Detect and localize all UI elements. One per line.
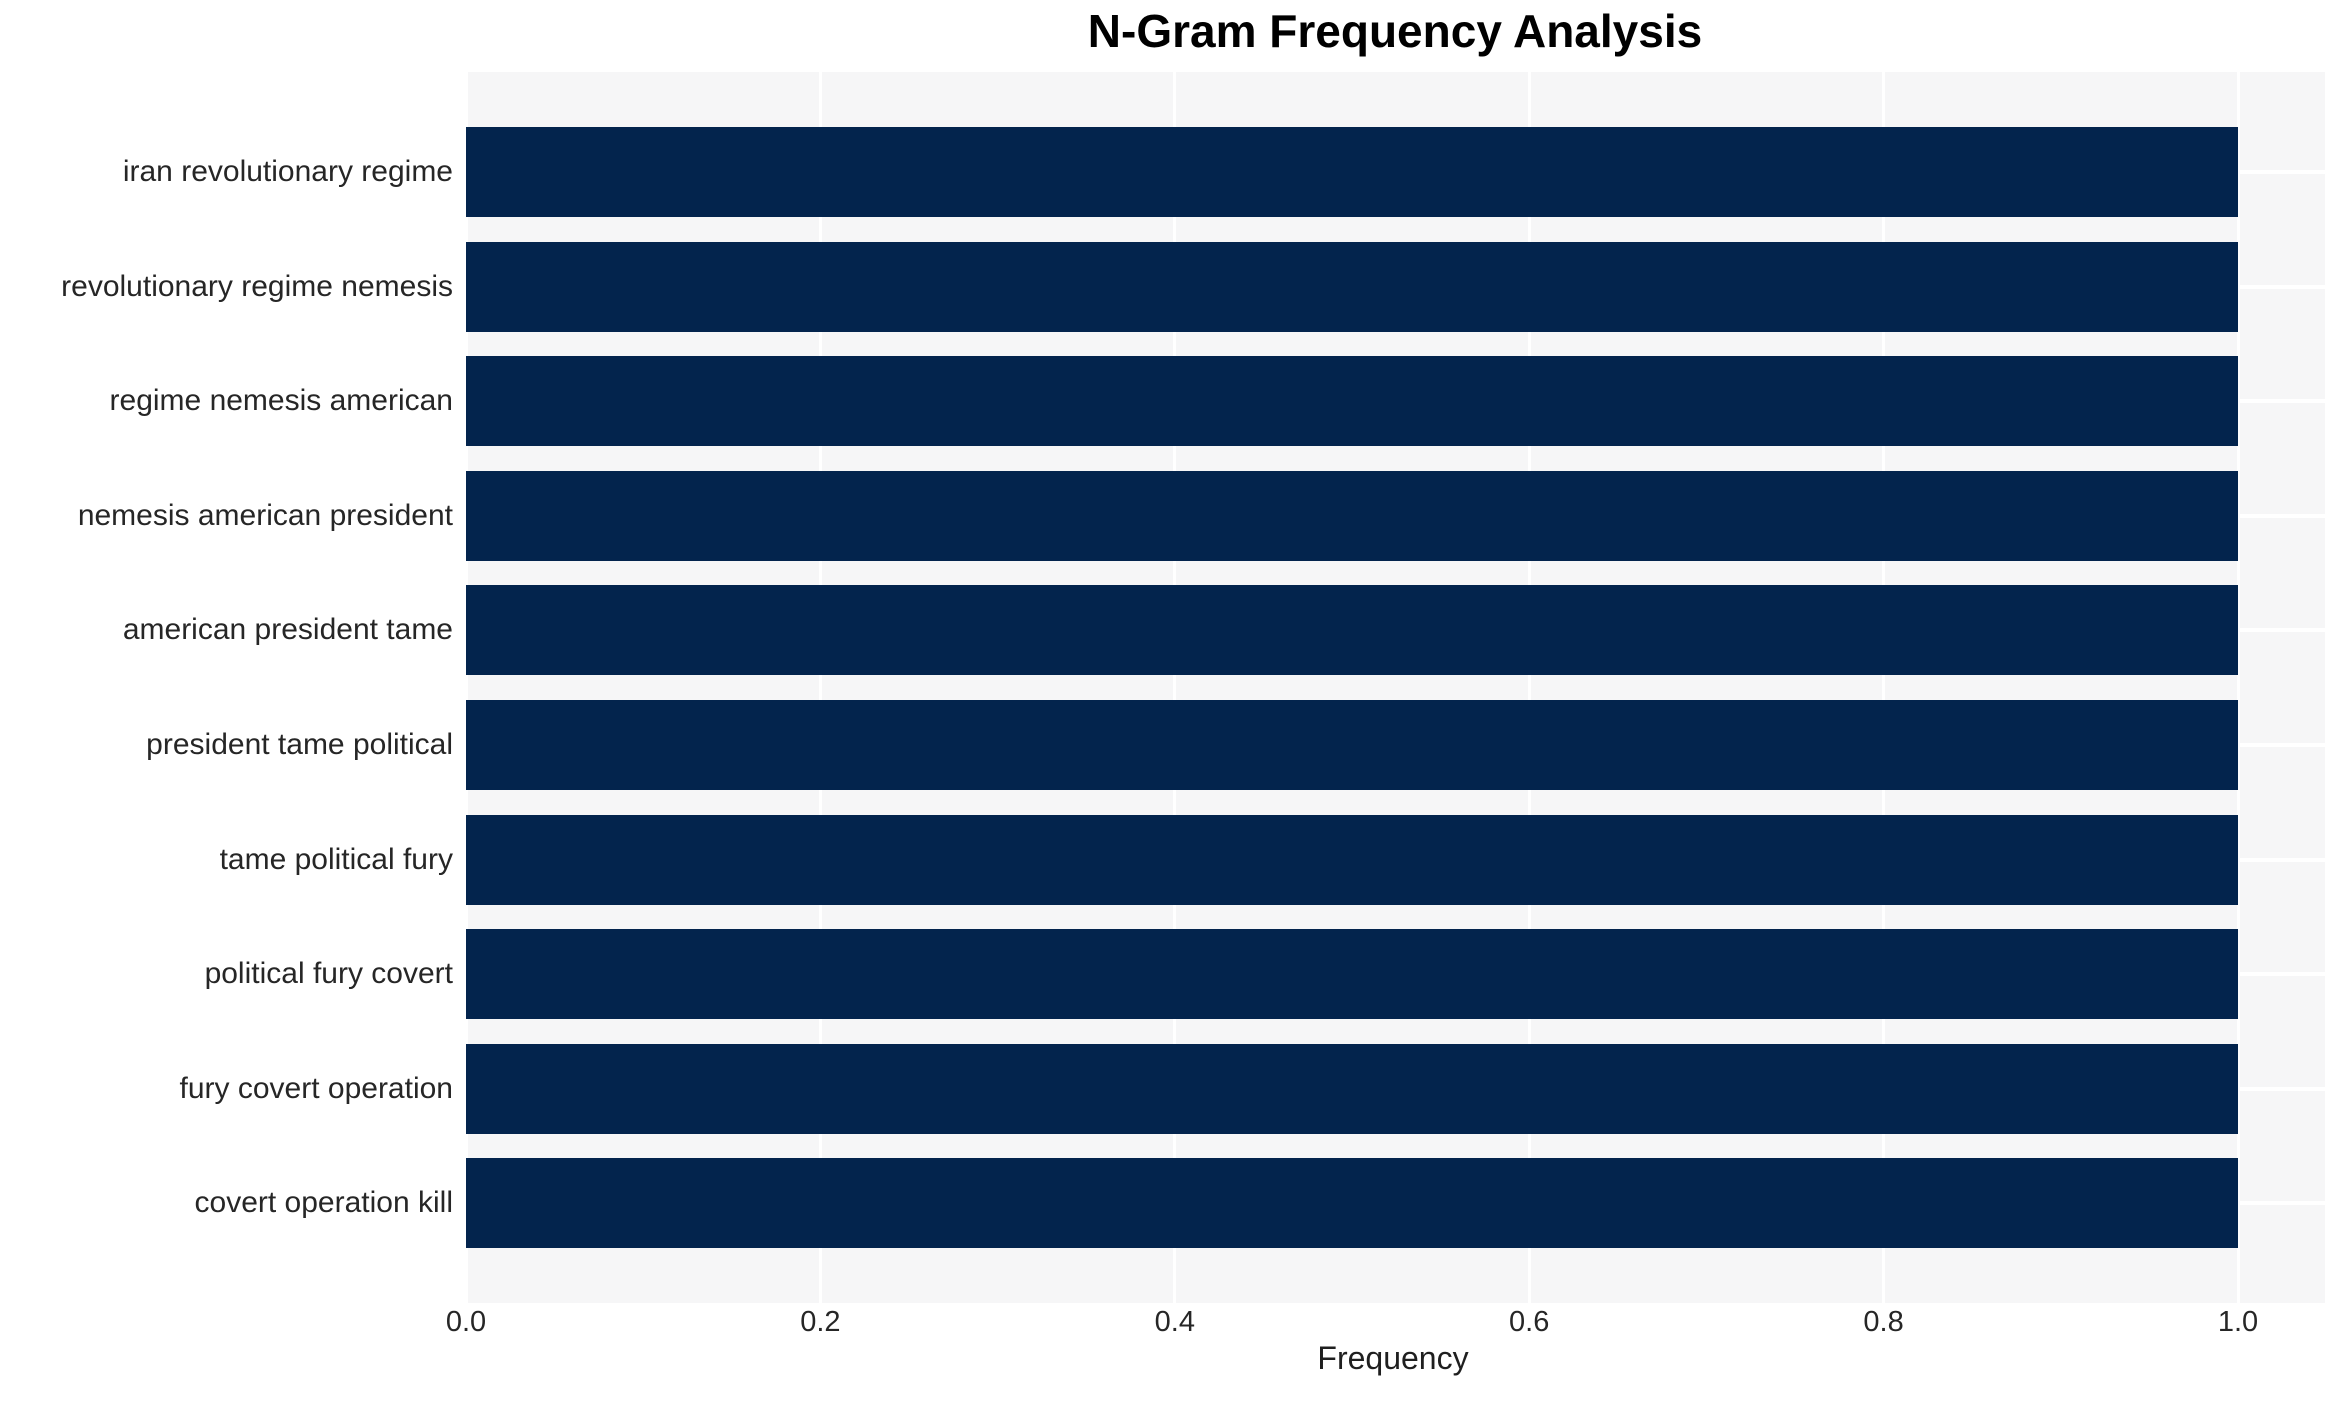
frequency-bar [466,1043,2238,1134]
y-tick-label: nemesis american president [77,498,453,532]
frequency-bar [466,1158,2238,1249]
x-gridline [1527,72,1531,1303]
y-tick-label: american president tame [122,613,453,647]
y-tick-label: tame political fury [219,842,453,876]
y-tick-label: president tame political [146,728,453,761]
x-tick-label: 1.0 [2217,1306,2259,1338]
plot-area [464,72,2325,1303]
frequency-bar [466,929,2238,1020]
x-tick-label: 0.8 [1863,1306,1904,1338]
frequency-bar [466,241,2238,332]
y-tick-label: fury covert operation [179,1071,453,1105]
x-gridline [464,72,468,1303]
frequency-bar [466,127,2238,217]
x-axis-title: Frequency [1317,1340,1469,1376]
frequency-bar [466,470,2238,561]
x-gridline [818,72,822,1303]
y-tick-label: iran revolutionary regime [122,155,453,188]
y-tick-label: regime nemesis american [109,384,453,418]
x-tick-label: 0.4 [1154,1306,1195,1338]
x-tick-label: 0.6 [1509,1306,1550,1338]
y-tick-label: covert operation kill [194,1186,453,1220]
frequency-bar [466,356,2238,447]
frequency-bar [466,585,2238,676]
frequency-bar [466,814,2238,905]
frequency-bar [466,700,2238,790]
x-tick-label: 0.0 [445,1306,487,1338]
x-gridline [1173,72,1177,1303]
chart-title: N-Gram Frequency Analysis [1087,5,1703,57]
x-gridline [1882,72,1886,1303]
x-gridline [2236,72,2240,1303]
y-tick-label: revolutionary regime nemesis [61,269,453,303]
x-tick-label: 0.2 [800,1306,841,1338]
y-tick-label: political fury covert [204,957,453,991]
